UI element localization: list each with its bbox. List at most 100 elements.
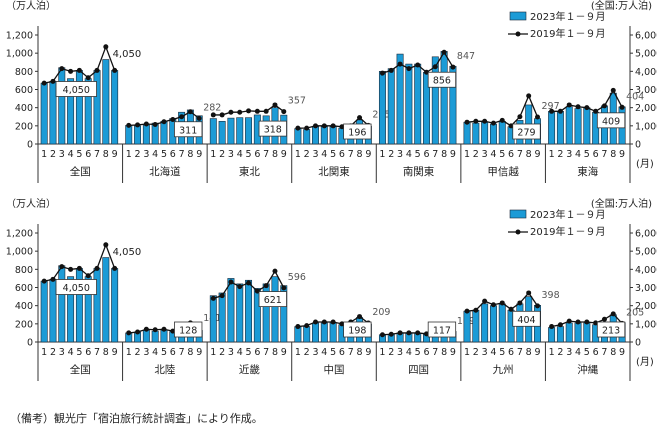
bar bbox=[209, 118, 217, 145]
bar bbox=[396, 53, 404, 145]
bar bbox=[312, 322, 319, 343]
value-box-label: 117 bbox=[433, 326, 451, 337]
month-tick-label: 9 bbox=[365, 347, 371, 358]
line-point bbox=[535, 114, 540, 120]
month-tick-label: 4 bbox=[152, 149, 158, 160]
bar bbox=[583, 322, 591, 343]
month-tick-label: 2 bbox=[388, 149, 394, 160]
line-point bbox=[281, 109, 287, 115]
bar bbox=[498, 303, 506, 343]
month-tick-label: 9 bbox=[534, 347, 540, 358]
line-point bbox=[112, 265, 118, 271]
line-point bbox=[50, 78, 56, 84]
region-label: 全国 bbox=[70, 165, 91, 178]
month-tick-label: 3 bbox=[397, 347, 403, 358]
month-tick-label: 6 bbox=[423, 149, 429, 160]
month-tick-label: 6 bbox=[170, 347, 176, 358]
y-tick-label-right: 3,000 bbox=[635, 283, 657, 294]
month-tick-label: 9 bbox=[619, 149, 625, 160]
region-label: 東北 bbox=[239, 165, 260, 178]
bar bbox=[142, 124, 150, 145]
y-tick-label-right: 2,000 bbox=[635, 103, 657, 114]
y-tick-label-left: 600 bbox=[15, 283, 33, 294]
month-tick-label: 6 bbox=[254, 149, 260, 160]
value-box bbox=[55, 81, 97, 97]
y-axis-title-left: （万人泊） bbox=[6, 198, 56, 210]
month-tick-label: 1 bbox=[295, 347, 301, 358]
line-point bbox=[406, 330, 412, 336]
month-tick-label: 4 bbox=[237, 347, 243, 358]
bar bbox=[489, 305, 497, 343]
value-box bbox=[174, 321, 203, 338]
region-label: 中国 bbox=[324, 363, 345, 376]
month-tick-label: 4 bbox=[321, 149, 327, 160]
month-tick-label: 8 bbox=[103, 149, 109, 160]
bar bbox=[463, 121, 471, 145]
line-point bbox=[415, 62, 421, 68]
bar bbox=[134, 125, 142, 145]
region-label: 九州 bbox=[493, 364, 514, 376]
y-tick-label-right: 3,000 bbox=[635, 85, 657, 96]
line-point bbox=[59, 264, 65, 270]
month-tick-label: 8 bbox=[187, 149, 193, 160]
region-label: 四国 bbox=[408, 364, 429, 376]
region-group-6: 1 2 3 4 5 6 7 8 9 東海 409 404 bbox=[544, 87, 644, 183]
line-point bbox=[406, 66, 412, 72]
line-point bbox=[619, 104, 625, 110]
bar bbox=[481, 121, 489, 145]
line-point bbox=[321, 319, 327, 325]
y-tick-label-left: 800 bbox=[15, 265, 33, 276]
y-tick-label-left: 800 bbox=[15, 67, 33, 78]
line-point bbox=[549, 324, 555, 330]
value-box bbox=[174, 121, 203, 138]
bar bbox=[58, 67, 66, 145]
line-point bbox=[473, 118, 479, 124]
line-value-label: 398 bbox=[542, 290, 560, 301]
y-axis-title-left: （万人泊） bbox=[6, 0, 56, 12]
line-point bbox=[135, 329, 141, 335]
month-tick-label: 1 bbox=[464, 149, 470, 160]
month-tick-label: 6 bbox=[593, 149, 599, 160]
line-point bbox=[321, 123, 327, 129]
month-tick-label: 2 bbox=[557, 347, 563, 358]
line-point bbox=[593, 320, 599, 326]
y-tick-label-right: 0 bbox=[635, 338, 641, 349]
month-tick-label: 4 bbox=[575, 149, 581, 160]
line-point bbox=[490, 120, 496, 126]
y-tick-label-left: 400 bbox=[15, 301, 33, 312]
month-tick-label: 3 bbox=[482, 347, 488, 358]
line-point bbox=[357, 115, 363, 121]
bar bbox=[40, 280, 48, 343]
line-point bbox=[85, 75, 91, 81]
month-tick-label: 5 bbox=[415, 347, 421, 358]
line-point bbox=[526, 290, 532, 296]
line-point bbox=[112, 67, 118, 73]
month-tick-label: 1 bbox=[210, 149, 216, 160]
month-tick-label: 9 bbox=[534, 149, 540, 160]
y-tick-label-right: 5,000 bbox=[635, 247, 657, 258]
line-point bbox=[210, 112, 216, 118]
line-point bbox=[499, 300, 505, 306]
y-tick-label-left: 1,200 bbox=[6, 229, 33, 240]
line-point bbox=[379, 332, 385, 338]
line-point bbox=[601, 103, 607, 109]
y-tick-label-right: 6,000 bbox=[635, 229, 657, 240]
month-tick-label: 2 bbox=[304, 347, 310, 358]
line-point bbox=[68, 266, 74, 272]
month-tick-label: 6 bbox=[85, 347, 91, 358]
month-tick-label: 7 bbox=[263, 347, 269, 358]
line-point bbox=[59, 66, 65, 72]
line-value-label: 282 bbox=[203, 102, 221, 113]
bar bbox=[245, 117, 253, 145]
bar bbox=[151, 330, 159, 343]
bar bbox=[463, 310, 471, 343]
value-box-label: 279 bbox=[517, 128, 535, 139]
y-axis-title-right: (全国:万人泊) bbox=[591, 197, 652, 210]
region-group-1: 123456789北陸128141 bbox=[122, 313, 221, 381]
month-tick-label: 7 bbox=[179, 149, 185, 160]
legend-bar-swatch bbox=[509, 209, 527, 219]
month-tick-label: 3 bbox=[143, 149, 149, 160]
line-point bbox=[415, 330, 421, 336]
month-tick-label: 7 bbox=[517, 149, 523, 160]
